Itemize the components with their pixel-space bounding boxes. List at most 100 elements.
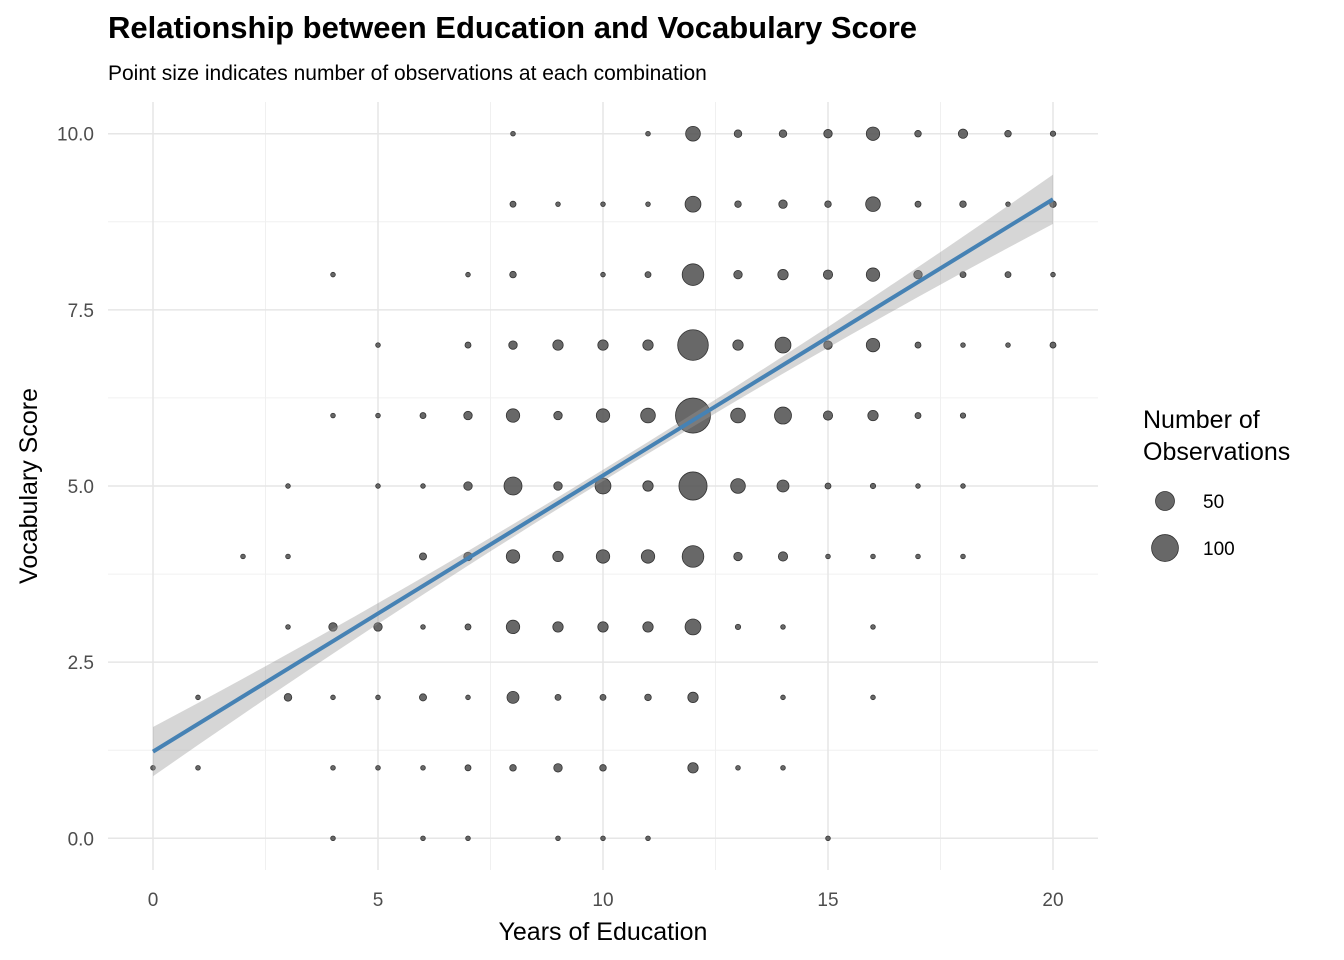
data-point	[553, 410, 563, 421]
data-point	[330, 694, 336, 701]
data-point	[960, 483, 966, 489]
data-point	[463, 481, 473, 491]
data-point	[870, 553, 876, 560]
data-point	[330, 765, 336, 771]
data-point	[508, 340, 518, 350]
data-point	[505, 619, 521, 635]
data-point	[865, 196, 881, 212]
data-point	[914, 200, 922, 208]
data-point	[774, 406, 792, 425]
data-point	[733, 269, 743, 280]
data-point	[780, 765, 786, 771]
data-point	[777, 551, 789, 562]
data-point	[733, 551, 743, 562]
data-point	[465, 835, 471, 842]
data-point	[330, 271, 336, 278]
data-point	[732, 339, 744, 351]
data-point	[640, 407, 656, 424]
data-point	[685, 125, 701, 142]
data-point	[150, 765, 156, 771]
data-point	[375, 483, 381, 489]
data-point	[553, 481, 563, 491]
data-point	[915, 483, 921, 489]
data-point	[645, 201, 651, 207]
data-point	[777, 269, 789, 281]
x-axis-ticks: 0 5 10 15 20	[148, 890, 1064, 911]
legend-key-point	[1155, 491, 1175, 511]
data-points	[150, 125, 1057, 842]
data-point	[509, 270, 517, 279]
data-point	[600, 835, 606, 842]
data-point	[1049, 130, 1057, 137]
data-point	[914, 341, 922, 349]
data-point	[865, 126, 881, 141]
data-point	[824, 200, 832, 208]
data-point	[600, 271, 606, 278]
data-point	[419, 552, 427, 561]
data-point	[464, 341, 472, 349]
data-point	[240, 553, 246, 560]
data-point	[375, 765, 381, 771]
data-point	[552, 550, 564, 563]
data-point	[283, 693, 293, 702]
data-point	[555, 201, 561, 207]
data-point	[735, 765, 741, 771]
data-point	[510, 130, 516, 137]
data-point	[865, 267, 881, 282]
legend-label: 50	[1203, 492, 1224, 513]
data-point	[505, 549, 521, 564]
legend-entries: 50 100	[1151, 491, 1235, 562]
data-point	[824, 482, 832, 490]
data-point	[870, 624, 876, 630]
x-axis-title: Years of Education	[499, 918, 708, 946]
chart-subtitle: Point size indicates number of observati…	[108, 62, 707, 85]
data-point	[678, 471, 708, 501]
data-point	[778, 129, 788, 138]
data-point	[599, 693, 607, 701]
x-tick-label: 20	[1042, 890, 1063, 911]
y-axis-title: Vocabulary Score	[15, 388, 43, 584]
data-point	[420, 835, 426, 842]
data-point	[780, 624, 786, 630]
data-point	[464, 764, 472, 772]
x-tick-label: 15	[817, 890, 838, 911]
data-point	[644, 693, 652, 702]
data-point	[870, 694, 876, 701]
data-point	[419, 412, 427, 419]
data-point	[960, 553, 966, 560]
data-point	[1004, 271, 1012, 279]
data-point	[599, 764, 607, 772]
data-point	[595, 408, 611, 423]
data-point	[285, 624, 291, 630]
data-point	[328, 622, 338, 632]
data-point	[464, 623, 472, 631]
data-point	[420, 624, 426, 630]
data-point	[509, 764, 517, 772]
data-point	[552, 621, 564, 633]
data-point	[914, 130, 922, 138]
data-point	[867, 409, 879, 422]
legend-key-point	[1151, 534, 1179, 562]
data-point	[375, 412, 381, 419]
x-tick-label: 5	[373, 890, 384, 911]
data-point	[373, 622, 383, 632]
data-point	[959, 271, 967, 279]
legend-title-line-2: Observations	[1143, 438, 1290, 466]
data-point	[959, 412, 967, 419]
data-point	[642, 480, 654, 492]
data-point	[681, 263, 705, 286]
data-point	[823, 129, 833, 139]
data-point	[552, 339, 564, 351]
data-point	[822, 269, 834, 280]
trend-line-group	[151, 174, 1055, 777]
data-point	[1005, 342, 1011, 348]
data-point	[595, 549, 611, 564]
data-point	[825, 553, 831, 560]
grid-lines	[108, 102, 1098, 870]
y-tick-label: 5.0	[68, 477, 94, 498]
data-point	[285, 483, 291, 489]
trend-line	[151, 197, 1055, 754]
data-point	[642, 621, 654, 633]
data-point	[553, 763, 563, 773]
data-point	[465, 694, 471, 701]
